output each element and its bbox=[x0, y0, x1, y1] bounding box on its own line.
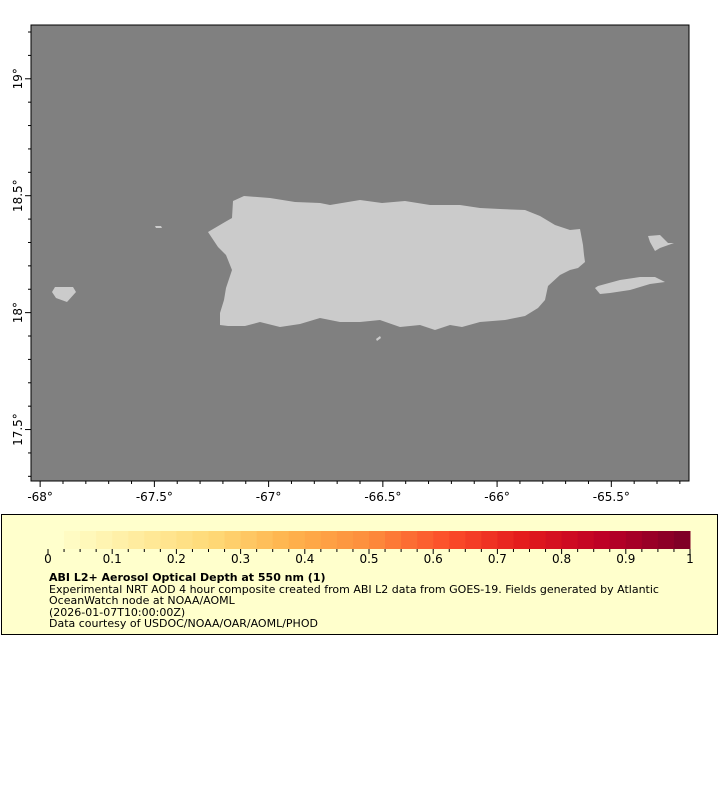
colorbar-bin bbox=[112, 531, 129, 549]
colorbar-tick-label: 0.5 bbox=[359, 552, 378, 566]
y-tick-label: 18.5° bbox=[11, 179, 25, 212]
x-tick-label: -66.5° bbox=[364, 490, 401, 504]
colorbar-tick-label: 0.2 bbox=[167, 552, 186, 566]
culebra-island bbox=[648, 235, 674, 251]
y-tick-label: 18° bbox=[11, 302, 25, 323]
colorbar-bin bbox=[369, 531, 386, 549]
colorbar-tick-label: 0.7 bbox=[488, 552, 507, 566]
colorbar-bin bbox=[657, 531, 675, 549]
legend-panel: 0 0.1 0.2 0.3 0.4 0.5 0.6 0.7 0.8 0.9 1 ABI L2+ Ae… bbox=[1, 514, 718, 635]
colorbar-bin bbox=[144, 531, 161, 549]
colorbar-bin bbox=[449, 531, 466, 549]
puerto-rico-island bbox=[208, 196, 585, 330]
colorbar-bin bbox=[609, 531, 627, 549]
mona-island bbox=[52, 287, 76, 302]
colorbar-bin bbox=[256, 531, 274, 549]
colorbar-bin bbox=[240, 531, 258, 549]
x-tick-label: -67.5° bbox=[136, 490, 173, 504]
colorbar-bin bbox=[545, 531, 563, 549]
colorbar-bin bbox=[320, 531, 338, 549]
colorbar-bin bbox=[160, 531, 177, 549]
colorbar-bin bbox=[577, 531, 595, 549]
colorbar-bin bbox=[673, 531, 691, 549]
legend-description-line1: Experimental NRT AOD 4 hour composite cr… bbox=[49, 582, 659, 596]
colorbar-tick-label: 0.4 bbox=[295, 552, 314, 566]
x-tick-label: -65.5° bbox=[593, 490, 630, 504]
colorbar-bin bbox=[385, 531, 402, 549]
caja-de-muertos-island bbox=[376, 336, 381, 341]
colorbar-bin bbox=[513, 531, 530, 549]
colorbar-bin bbox=[593, 531, 611, 549]
colorbar-bin bbox=[128, 531, 145, 549]
land bbox=[52, 196, 674, 341]
x-tick-label: -66° bbox=[484, 490, 510, 504]
colorbar-bin bbox=[529, 531, 547, 549]
legend-description-line2: OceanWatch node at NOAA/AOML bbox=[49, 594, 235, 607]
colorbar-bin bbox=[433, 531, 450, 549]
colorbar-tick-label: 0.6 bbox=[424, 552, 443, 566]
colorbar-bin bbox=[176, 531, 193, 549]
y-tick-label: 19° bbox=[11, 68, 25, 89]
legend-title: ABI L2+ Aerosol Optical Depth at 550 nm … bbox=[49, 571, 326, 584]
colorbar-bin bbox=[80, 531, 97, 549]
axis-ticks bbox=[25, 31, 681, 487]
colorbar-tick-label: 0.9 bbox=[616, 552, 635, 566]
colorbar-bin bbox=[48, 531, 65, 549]
colorbar-tick-label: 0.1 bbox=[103, 552, 122, 566]
colorbar-tick-label: 0.8 bbox=[552, 552, 571, 566]
colorbar-bin bbox=[417, 531, 434, 549]
colorbar-bin bbox=[192, 531, 209, 549]
colorbar-tick-label: 0.3 bbox=[231, 552, 250, 566]
colorbar-bin bbox=[208, 531, 226, 549]
colorbar-tick-label: 0 bbox=[44, 552, 52, 566]
x-tick-label: -67° bbox=[256, 490, 282, 504]
colorbar-bin bbox=[224, 531, 242, 549]
colorbar-bin bbox=[481, 531, 498, 549]
colorbar-bin bbox=[64, 531, 81, 549]
vieques-island bbox=[595, 277, 665, 294]
y-tick-label: 17.5° bbox=[11, 413, 25, 446]
colorbar-tick-label: 1 bbox=[686, 552, 694, 566]
colorbar-bin bbox=[304, 531, 322, 549]
colorbar-bin bbox=[352, 531, 370, 549]
legend-credit: Data courtesy of USDOC/NOAA/OAR/AOML/PHO… bbox=[49, 617, 318, 630]
colorbar-bin bbox=[336, 531, 354, 549]
colorbar-bin bbox=[625, 531, 643, 549]
colorbar-bin bbox=[641, 531, 659, 549]
x-tick-label: -68° bbox=[27, 490, 53, 504]
colorbar-bin bbox=[561, 531, 579, 549]
colorbar-bin bbox=[288, 531, 306, 549]
colorbar-bin bbox=[497, 531, 514, 549]
colorbar-bin bbox=[465, 531, 482, 549]
colorbar: 0 0.1 0.2 0.3 0.4 0.5 0.6 0.7 0.8 0.9 1 bbox=[44, 531, 694, 566]
colorbar-bin bbox=[96, 531, 113, 549]
legend-time: (2026-01-07T10:00:00Z) bbox=[49, 605, 186, 619]
map-plot: -68° -67.5° -67° -66.5° -66° -65.5° 19° 18.5° 1… bbox=[11, 24, 690, 504]
colorbar-bin bbox=[401, 531, 418, 549]
colorbar-bin bbox=[272, 531, 290, 549]
desecheo-island bbox=[155, 226, 162, 228]
